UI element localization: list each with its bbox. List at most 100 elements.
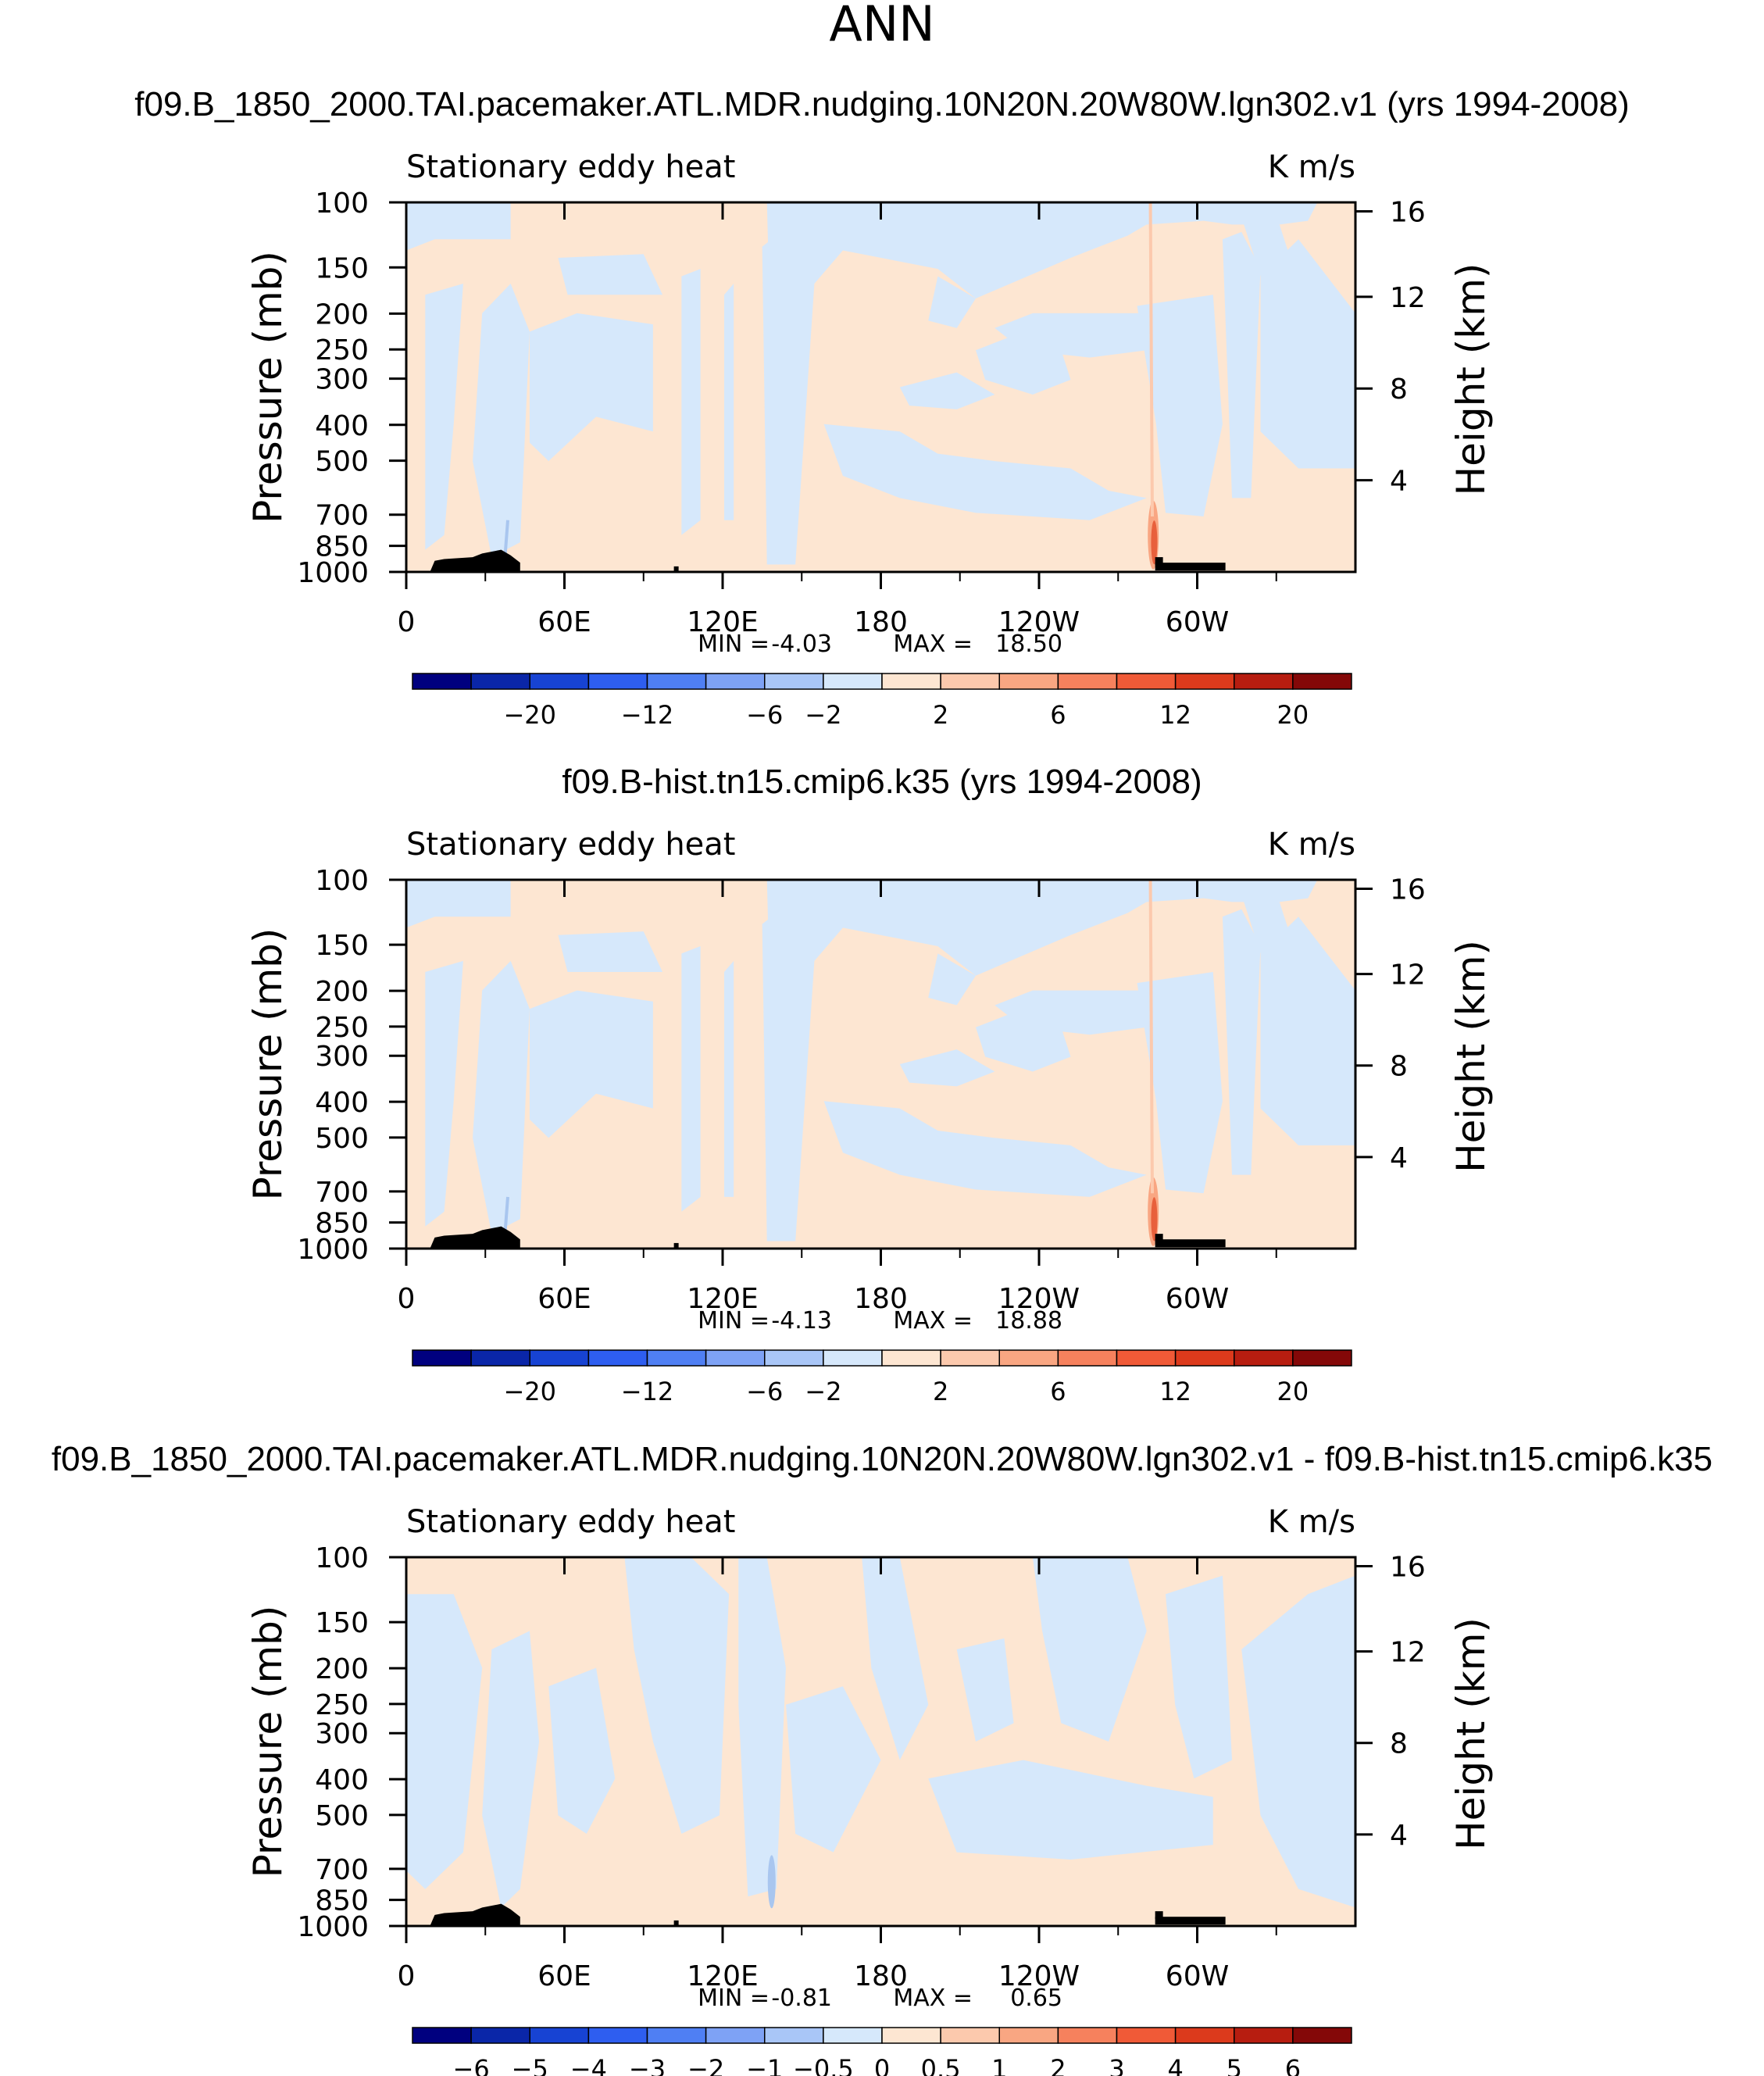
x-tick-label: 60W — [1166, 606, 1229, 638]
y-tick-label: 850 — [315, 531, 369, 563]
negative-region — [529, 313, 653, 462]
colorbar: −6 −5 −4 −3 −2 −1 −0.5 0 0.5 1 2 3 4 5 6 — [412, 2027, 1352, 2076]
figure-title: ANN — [829, 0, 934, 52]
colorbar-swatch — [1057, 2027, 1118, 2044]
colorbar-label: −1 — [746, 2054, 783, 2076]
negative-region — [1166, 1575, 1233, 1779]
colorbar-swatch — [940, 673, 1000, 690]
colorbar-swatch — [823, 1349, 883, 1367]
x-tick-label: 120W — [998, 1960, 1080, 1992]
y-tick-label: 150 — [315, 1607, 369, 1639]
colorbar-label: 2 — [933, 700, 948, 730]
colorbar-swatch — [470, 1349, 530, 1367]
colorbar-swatch — [764, 1349, 824, 1367]
negative-region — [766, 880, 1318, 1242]
colorbar-swatch — [940, 2027, 1000, 2044]
negative-region — [899, 372, 995, 409]
colorbar-swatch — [705, 1349, 766, 1367]
negative-region — [994, 313, 1166, 358]
panel-title: f09.B-hist.tn15.cmip6.k35 (yrs 1994-2008… — [562, 763, 1202, 801]
y-tick-label: 400 — [315, 1764, 369, 1796]
colorbar-label: 12 — [1159, 700, 1191, 730]
y-tick-label: 300 — [315, 1041, 369, 1073]
left-label: Stationary eddy heat — [406, 149, 735, 185]
colorbar-swatch — [1292, 1349, 1352, 1367]
negative-region — [425, 960, 463, 1227]
topography-peak — [1155, 1911, 1163, 1920]
x-tick-label: 120W — [998, 1283, 1080, 1315]
colorbar-swatch — [646, 2027, 707, 2044]
negative-region — [786, 1686, 881, 1853]
colorbar-swatch — [1057, 673, 1118, 690]
topography-small — [673, 566, 679, 572]
colorbar-label: 6 — [1285, 2054, 1301, 2076]
x-tick-label: 60W — [1166, 1960, 1229, 1992]
y-axis-title: Pressure (mb) — [245, 928, 291, 1201]
panel-1: f09.B_1850_2000.TAI.pacemaker.ATL.MDR.nu… — [134, 85, 1629, 730]
y-tick-label: 100 — [315, 865, 369, 897]
panel-title: f09.B_1850_2000.TAI.pacemaker.ATL.MDR.nu… — [134, 85, 1629, 123]
negative-region — [425, 284, 463, 550]
negative-region — [681, 269, 701, 535]
left-label: Stationary eddy heat — [406, 827, 735, 863]
y2-tick-label: 8 — [1390, 373, 1408, 406]
topography-peak — [1155, 557, 1163, 566]
colorbar-label: −6 — [746, 700, 783, 730]
y-tick-label: 250 — [315, 334, 369, 366]
negative-filament — [503, 1196, 509, 1235]
right-label: K m/s — [1268, 1504, 1355, 1540]
colorbar-swatch — [705, 673, 766, 690]
colorbar-label: −5 — [512, 2054, 548, 2076]
y-tick-label: 400 — [315, 1087, 369, 1119]
colorbar-swatch — [705, 2027, 766, 2044]
colorbar-label: 0.5 — [921, 2054, 961, 2076]
colorbar-swatch — [587, 1349, 648, 1367]
colorbar-label: 20 — [1277, 1377, 1309, 1406]
y-tick-label: 250 — [315, 1689, 369, 1721]
max-value: 18.50 — [995, 631, 1062, 658]
colorbar-swatch — [587, 673, 648, 690]
y2-tick-label: 8 — [1390, 1051, 1408, 1083]
topography-peak — [1155, 1234, 1163, 1242]
y-tick-label: 300 — [315, 1718, 369, 1750]
y-tick-label: 1000 — [297, 557, 369, 589]
colorbar-label: 3 — [1109, 2054, 1124, 2076]
y-tick-label: 200 — [315, 298, 369, 331]
y-axis-title: Pressure (mb) — [245, 251, 291, 523]
y2-tick-label: 16 — [1390, 196, 1426, 228]
topography-africa — [430, 1903, 520, 1926]
min-label: MIN = — [698, 1985, 770, 2012]
colorbar-swatch — [412, 2027, 472, 2044]
negative-region — [406, 1594, 483, 1889]
negative-region — [956, 1638, 1014, 1742]
colorbar-swatch — [646, 673, 707, 690]
min-label: MIN = — [698, 1307, 770, 1335]
negative-region — [482, 1631, 540, 1908]
y-tick-label: 850 — [315, 1885, 369, 1917]
colorbar-swatch — [529, 673, 590, 690]
y-tick-label: 500 — [315, 1123, 369, 1155]
x-tick-label: 0 — [398, 1960, 416, 1992]
negative-region — [1222, 231, 1261, 498]
negative-region — [724, 960, 734, 1197]
colorbar-swatch — [1174, 1349, 1235, 1367]
colorbar-swatch — [1292, 2027, 1352, 2044]
colorbar-swatch — [1174, 673, 1235, 690]
colorbar-label: −20 — [503, 1377, 556, 1406]
colorbar-swatch — [529, 2027, 590, 2044]
colorbar-label: 0 — [874, 2054, 890, 2076]
colorbar-swatch — [587, 2027, 648, 2044]
colorbar-swatch — [412, 1349, 472, 1367]
colorbar-swatch — [998, 2027, 1059, 2044]
contour-field — [406, 880, 1355, 1249]
x-tick-label: 120E — [687, 1283, 758, 1315]
max-label: MAX = — [893, 1985, 973, 2012]
colorbar-label: −2 — [805, 1377, 841, 1406]
y2-tick-label: 4 — [1390, 1142, 1408, 1174]
topography-america — [1155, 1917, 1226, 1925]
x-tick-label: 0 — [398, 1283, 416, 1315]
colorbar-label: −0.5 — [793, 2054, 854, 2076]
y-tick-label: 700 — [315, 500, 369, 532]
y-tick-label: 200 — [315, 976, 369, 1008]
